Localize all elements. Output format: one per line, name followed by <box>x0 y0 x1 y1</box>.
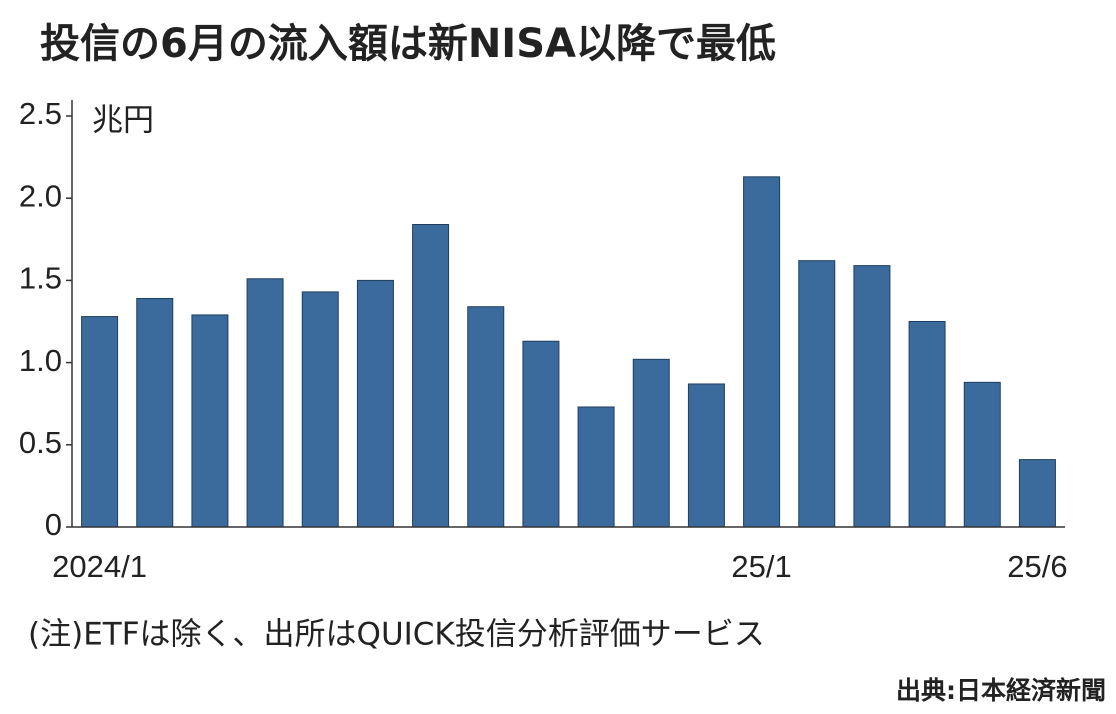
bar <box>577 406 615 528</box>
bar <box>356 279 394 528</box>
bar <box>301 291 339 528</box>
y-tick-label: 0 <box>45 507 62 542</box>
y-tick-label: 1.0 <box>19 343 62 378</box>
note: (注)ETFは除く、出所はQUICK投信分析評価サービス <box>28 617 765 653</box>
bar <box>191 314 229 528</box>
y-tick-label: 0.5 <box>19 425 62 460</box>
x-tick-label: 25/1 <box>731 549 791 584</box>
y-unit: 兆円 <box>92 103 154 139</box>
bar <box>81 316 119 528</box>
bar <box>963 381 1001 528</box>
x-tick-label: 2024/1 <box>52 549 147 584</box>
y-tick-label: 2.0 <box>19 178 62 213</box>
y-tick-label: 1.5 <box>19 261 62 296</box>
bar <box>522 340 560 528</box>
bar <box>1018 459 1056 528</box>
x-tick-label: 25/6 <box>1007 549 1067 584</box>
source: 出典:日本経済新聞 <box>896 676 1106 705</box>
bar <box>632 358 670 528</box>
bar <box>136 297 174 528</box>
bar <box>246 278 284 528</box>
bar <box>687 383 725 528</box>
bar <box>412 224 450 528</box>
chart-title: 投信の6月の流入額は新NISA以降で最低 <box>40 21 776 67</box>
bar <box>853 265 891 528</box>
y-tick-label: 2.5 <box>19 96 62 131</box>
bar <box>467 306 505 528</box>
bar <box>798 260 836 528</box>
bar <box>908 321 946 528</box>
bar <box>743 176 781 528</box>
